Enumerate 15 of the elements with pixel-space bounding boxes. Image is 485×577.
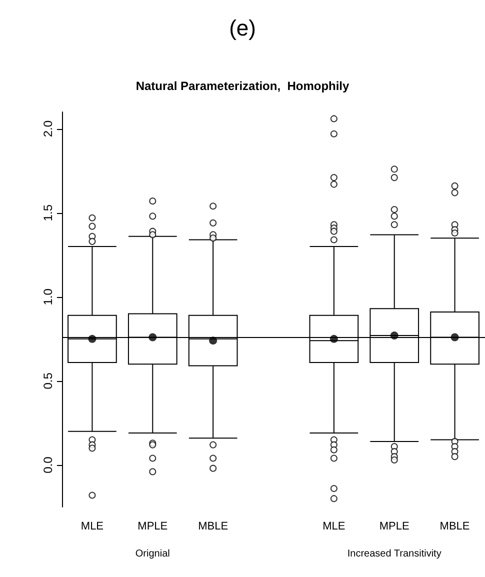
x-tick-label: MBLE	[440, 520, 470, 532]
x-tick-label: MPLE	[138, 520, 168, 532]
x-tick-label: MLE	[322, 520, 346, 532]
chart-subtitle: Natural Parameterization, Homophily	[136, 79, 350, 93]
y-tick-label: 0.5	[41, 372, 55, 390]
y-tick-label: 1.5	[41, 204, 55, 222]
y-tick-label: 0.0	[41, 456, 55, 474]
x-tick-label: MLE	[80, 520, 104, 532]
y-tick-label: 1.0	[41, 288, 55, 306]
y-tick-label: 2.0	[41, 120, 55, 138]
chart-title: (e)	[229, 16, 256, 40]
text: Increased Transitivity	[347, 548, 442, 560]
text: Orignial	[135, 548, 170, 560]
x-tick-label: MBLE	[198, 520, 228, 532]
x-tick-label: MPLE	[379, 520, 410, 532]
